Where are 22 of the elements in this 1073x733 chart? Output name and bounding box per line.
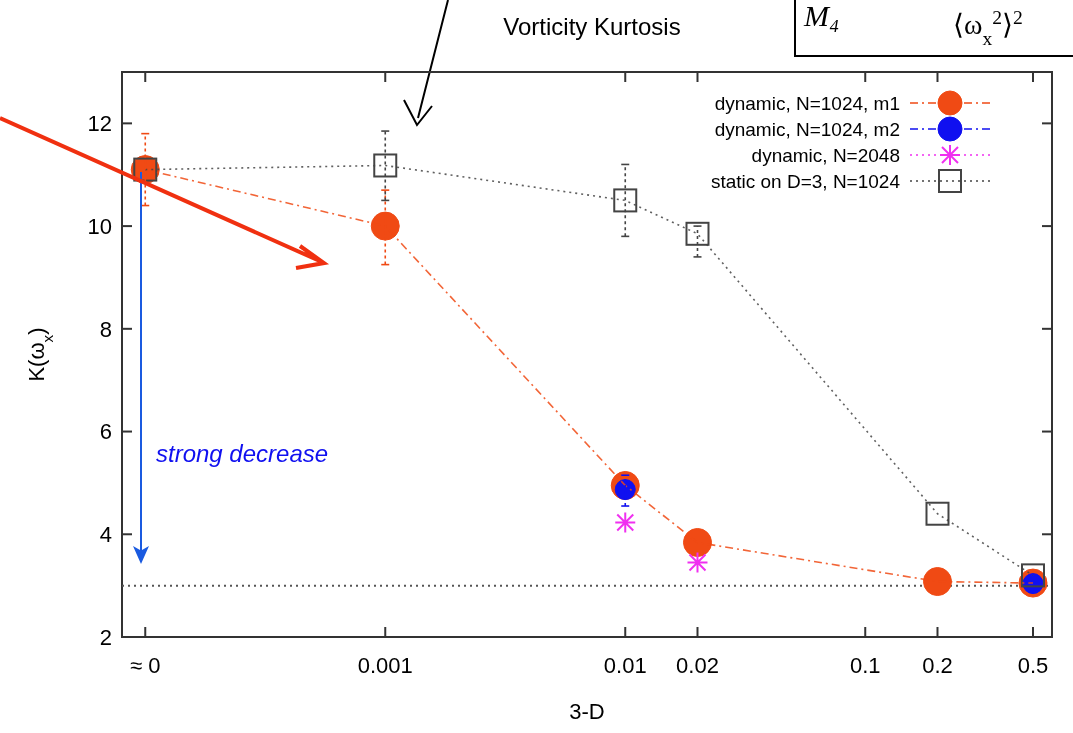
x-tick-label: 0.01: [603, 653, 647, 678]
x-tick-label: ≈ 0: [130, 653, 161, 678]
text: M₄: [803, 0, 840, 32]
x-tick-label: 0.2: [922, 653, 953, 678]
text: Vorticity Kurtosis: [503, 13, 681, 40]
legend-label: dynamic, N=1024, m2: [714, 118, 900, 140]
y-tick-label: 8: [99, 316, 112, 342]
x-tick-label: 0.5: [1017, 653, 1049, 678]
x-tick-label: 0.1: [849, 653, 881, 678]
x-tick-label: 0.02: [676, 653, 719, 678]
legend-label: dynamic, N=1024, m1: [714, 92, 900, 114]
annotation: strong decrease: [156, 440, 329, 467]
x-tick-label: 0.001: [357, 653, 413, 678]
y-tick-label: 4: [99, 521, 112, 547]
y-tick-label: 6: [99, 419, 112, 445]
y-tick-label: 2: [99, 624, 112, 650]
legend-label: dynamic, N=2048: [751, 144, 900, 166]
y-tick-label: 12: [87, 111, 112, 137]
y-tick-label: 10: [87, 213, 112, 239]
legend-label: static on D=3, N=1024: [710, 170, 901, 192]
x-axis-title: 3-D: [569, 699, 605, 724]
text: ⟨ω$_{x}$$^{2}$⟩$^{2}$: [953, 6, 1023, 49]
